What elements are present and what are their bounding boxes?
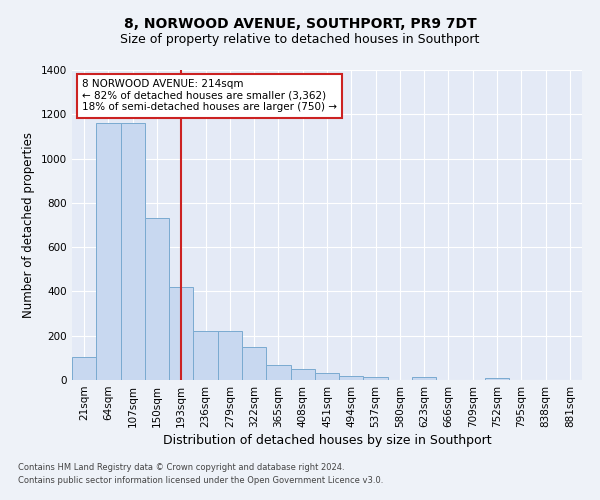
Text: 8, NORWOOD AVENUE, SOUTHPORT, PR9 7DT: 8, NORWOOD AVENUE, SOUTHPORT, PR9 7DT — [124, 18, 476, 32]
Bar — [266, 364, 290, 380]
Bar — [290, 369, 315, 380]
Y-axis label: Number of detached properties: Number of detached properties — [22, 132, 35, 318]
Text: Size of property relative to detached houses in Southport: Size of property relative to detached ho… — [121, 32, 479, 46]
Bar — [169, 287, 193, 380]
Bar — [339, 376, 364, 380]
Text: 8 NORWOOD AVENUE: 214sqm
← 82% of detached houses are smaller (3,362)
18% of sem: 8 NORWOOD AVENUE: 214sqm ← 82% of detach… — [82, 80, 337, 112]
Bar — [121, 123, 145, 380]
Bar — [364, 376, 388, 380]
Bar — [96, 123, 121, 380]
Bar — [412, 376, 436, 380]
Bar — [218, 332, 242, 380]
Text: Contains public sector information licensed under the Open Government Licence v3: Contains public sector information licen… — [18, 476, 383, 485]
Text: Contains HM Land Registry data © Crown copyright and database right 2024.: Contains HM Land Registry data © Crown c… — [18, 464, 344, 472]
Bar — [485, 378, 509, 380]
Bar — [242, 347, 266, 380]
Bar — [72, 357, 96, 380]
Bar — [145, 218, 169, 380]
X-axis label: Distribution of detached houses by size in Southport: Distribution of detached houses by size … — [163, 434, 491, 447]
Bar — [193, 332, 218, 380]
Bar — [315, 374, 339, 380]
